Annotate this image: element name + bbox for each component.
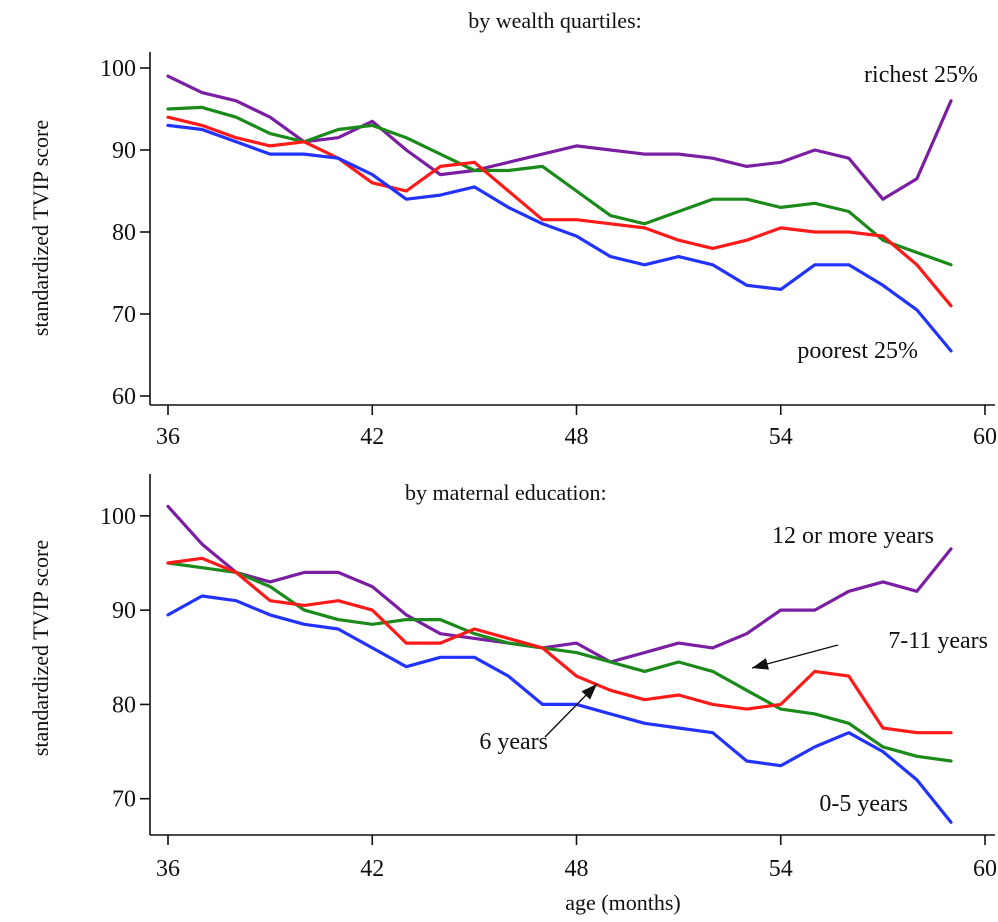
x-axis-label: age (months) bbox=[565, 890, 680, 915]
y-tick-label: 100 bbox=[100, 504, 136, 530]
y-tick-label: 70 bbox=[112, 787, 136, 813]
series-line-purple bbox=[166, 504, 953, 664]
arrow-6-years-head bbox=[581, 684, 597, 700]
panel-education: 70 80 90 100 36 42 48 54 60 standardized TVIP sco… bbox=[28, 474, 997, 882]
x-tick-label: 60 bbox=[973, 424, 997, 450]
panel-wealth: 60 70 80 90 100 36 42 48 54 60 standardized TVIP s… bbox=[28, 8, 997, 450]
annotation-label: 12 or more years bbox=[772, 523, 934, 549]
x-tick-label: 54 bbox=[769, 856, 793, 882]
annotation-label: 7-11 years bbox=[888, 628, 988, 654]
annotation-label: richest 25% bbox=[864, 62, 978, 88]
y-axis-label: standardized TVIP score bbox=[28, 120, 53, 336]
y-axis-label: standardized TVIP score bbox=[28, 540, 53, 756]
y-tick-label: 70 bbox=[112, 302, 136, 328]
panel-title: by maternal education: bbox=[405, 480, 607, 505]
y-tick-label: 100 bbox=[100, 56, 136, 82]
y-tick-label: 60 bbox=[112, 384, 136, 410]
panel-title: by wealth quartiles: bbox=[468, 8, 642, 33]
y-tick-label: 80 bbox=[112, 220, 136, 246]
y-tick-label: 90 bbox=[112, 598, 136, 624]
series-line-blue bbox=[166, 594, 953, 824]
y-tick-label: 90 bbox=[112, 138, 136, 164]
y-tick-label: 80 bbox=[112, 692, 136, 718]
x-tick-label: 42 bbox=[360, 856, 384, 882]
x-tick-label: 36 bbox=[156, 856, 180, 882]
annotation-label: 0-5 years bbox=[819, 791, 908, 817]
x-tick-label: 60 bbox=[973, 856, 997, 882]
series-line-blue bbox=[166, 123, 953, 353]
x-tick-label: 54 bbox=[769, 424, 793, 450]
series-line-red bbox=[166, 115, 953, 308]
arrow-7-11-years-head bbox=[752, 658, 770, 670]
series-line-green bbox=[166, 105, 953, 267]
series-line-red bbox=[166, 556, 953, 735]
annotation-label: poorest 25% bbox=[797, 338, 918, 364]
x-tick-label: 42 bbox=[360, 424, 384, 450]
series-line-purple bbox=[166, 74, 953, 201]
x-tick-label: 36 bbox=[156, 424, 180, 450]
x-tick-label: 48 bbox=[565, 856, 589, 882]
annotation-label: 6 years bbox=[479, 729, 548, 755]
x-tick-label: 48 bbox=[565, 424, 589, 450]
